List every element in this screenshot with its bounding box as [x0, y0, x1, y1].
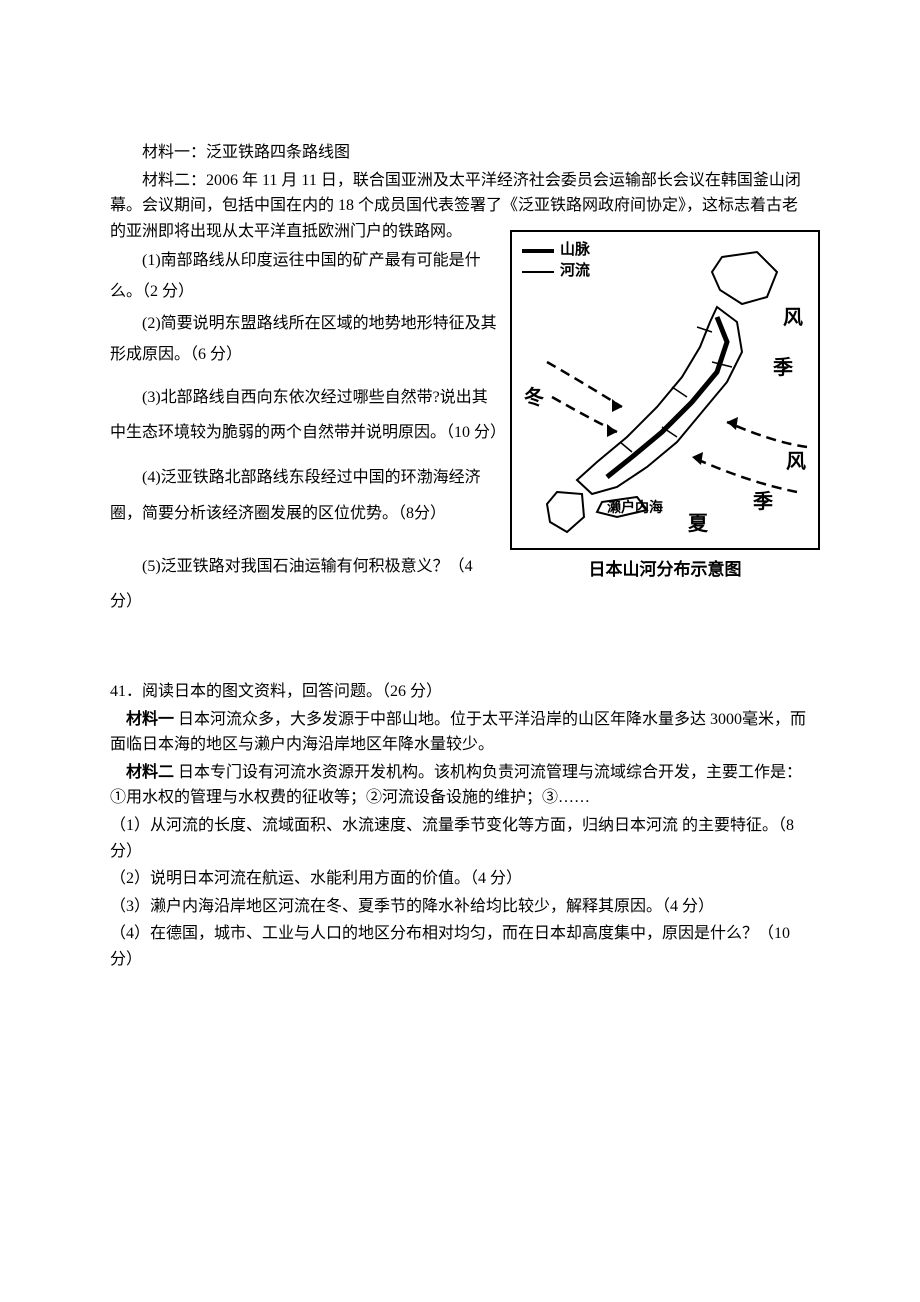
- question-1: (1)南部路线从印度运往中国的矿产最有可能是什么。（2 分）: [110, 246, 500, 307]
- map-label-seto: 濑户内海: [607, 498, 663, 520]
- q41-m2-text: 日本专门设有河流水资源开发机构。该机构负责河流管理与流域综合开发，主要工作是：①…: [110, 764, 802, 807]
- q41-p1: （1）从河流的长度、流域面积、水流速度、流量季节变化等方面，归纳日本河流 的主要…: [110, 813, 810, 864]
- map-label-feng-1: 风: [783, 302, 803, 334]
- q41-p3: （3）濑户内海沿岸地区河流在冬、夏季节的降水补给均比较少，解释其原因。（4 分）: [110, 894, 810, 920]
- q41-m2-label: 材料二: [126, 764, 174, 781]
- q41-p2: （2）说明日本河流在航运、水能利用方面的价值。（4 分）: [110, 866, 810, 892]
- map-label-ji-1: 季: [773, 352, 793, 384]
- question-40-block: 材料一：泛亚铁路四条路线图 材料二：2006 年 11 月 11 日，联合国亚洲…: [110, 140, 810, 619]
- question-2: (2)简要说明东盟路线所在区域的地势地形特征及其形成原因。（6 分）: [110, 309, 500, 370]
- q41-p4: （4）在德国，城市、工业与人口的地区分布相对均匀，而在日本却高度集中，原因是什么…: [110, 921, 810, 972]
- q41-m1-label: 材料一: [126, 711, 174, 728]
- question-41-block: 41．阅读日本的图文资料，回答问题。（26 分） 材料一 日本河流众多，大多发源…: [110, 679, 810, 973]
- material-1: 材料一：泛亚铁路四条路线图: [110, 140, 810, 166]
- map-label-ji-2: 季: [753, 486, 773, 518]
- questions-narrow-col: (1)南部路线从印度运往中国的矿产最有可能是什么。（2 分） (2)简要说明东盟…: [110, 246, 500, 619]
- question-5: (5)泛亚铁路对我国石油运输有何积极意义？（4 分）: [110, 549, 500, 619]
- japan-map-figure: 山脉 河流: [510, 230, 820, 583]
- question-3: (3)北部路线自西向东依次经过哪些自然带?说出其中生态环境较为脆弱的两个自然带并…: [110, 380, 500, 450]
- map-label-feng-2: 风: [786, 446, 806, 478]
- q41-material-1: 材料一 日本河流众多，大多发源于中部山地。位于太平洋沿岸的山区年降水量多达 30…: [110, 707, 810, 758]
- question-4: (4)泛亚铁路北部路线东段经过中国的环渤海经济圈，简要分析该经济圈发展的区位优势…: [110, 460, 500, 530]
- q41-m1-text: 日本河流众多，大多发源于中部山地。位于太平洋沿岸的山区年降水量多达 3000毫米…: [110, 711, 806, 754]
- map-label-dong: 冬: [524, 382, 544, 414]
- q41-title: 41．阅读日本的图文资料，回答问题。（26 分）: [110, 679, 810, 705]
- map-label-xia: 夏: [688, 508, 708, 540]
- japan-outline-svg: [512, 232, 820, 550]
- map-caption: 日本山河分布示意图: [510, 556, 820, 583]
- q41-material-2: 材料二 日本专门设有河流水资源开发机构。该机构负责河流管理与流域综合开发，主要工…: [110, 760, 810, 811]
- japan-map-box: 山脉 河流: [510, 230, 820, 550]
